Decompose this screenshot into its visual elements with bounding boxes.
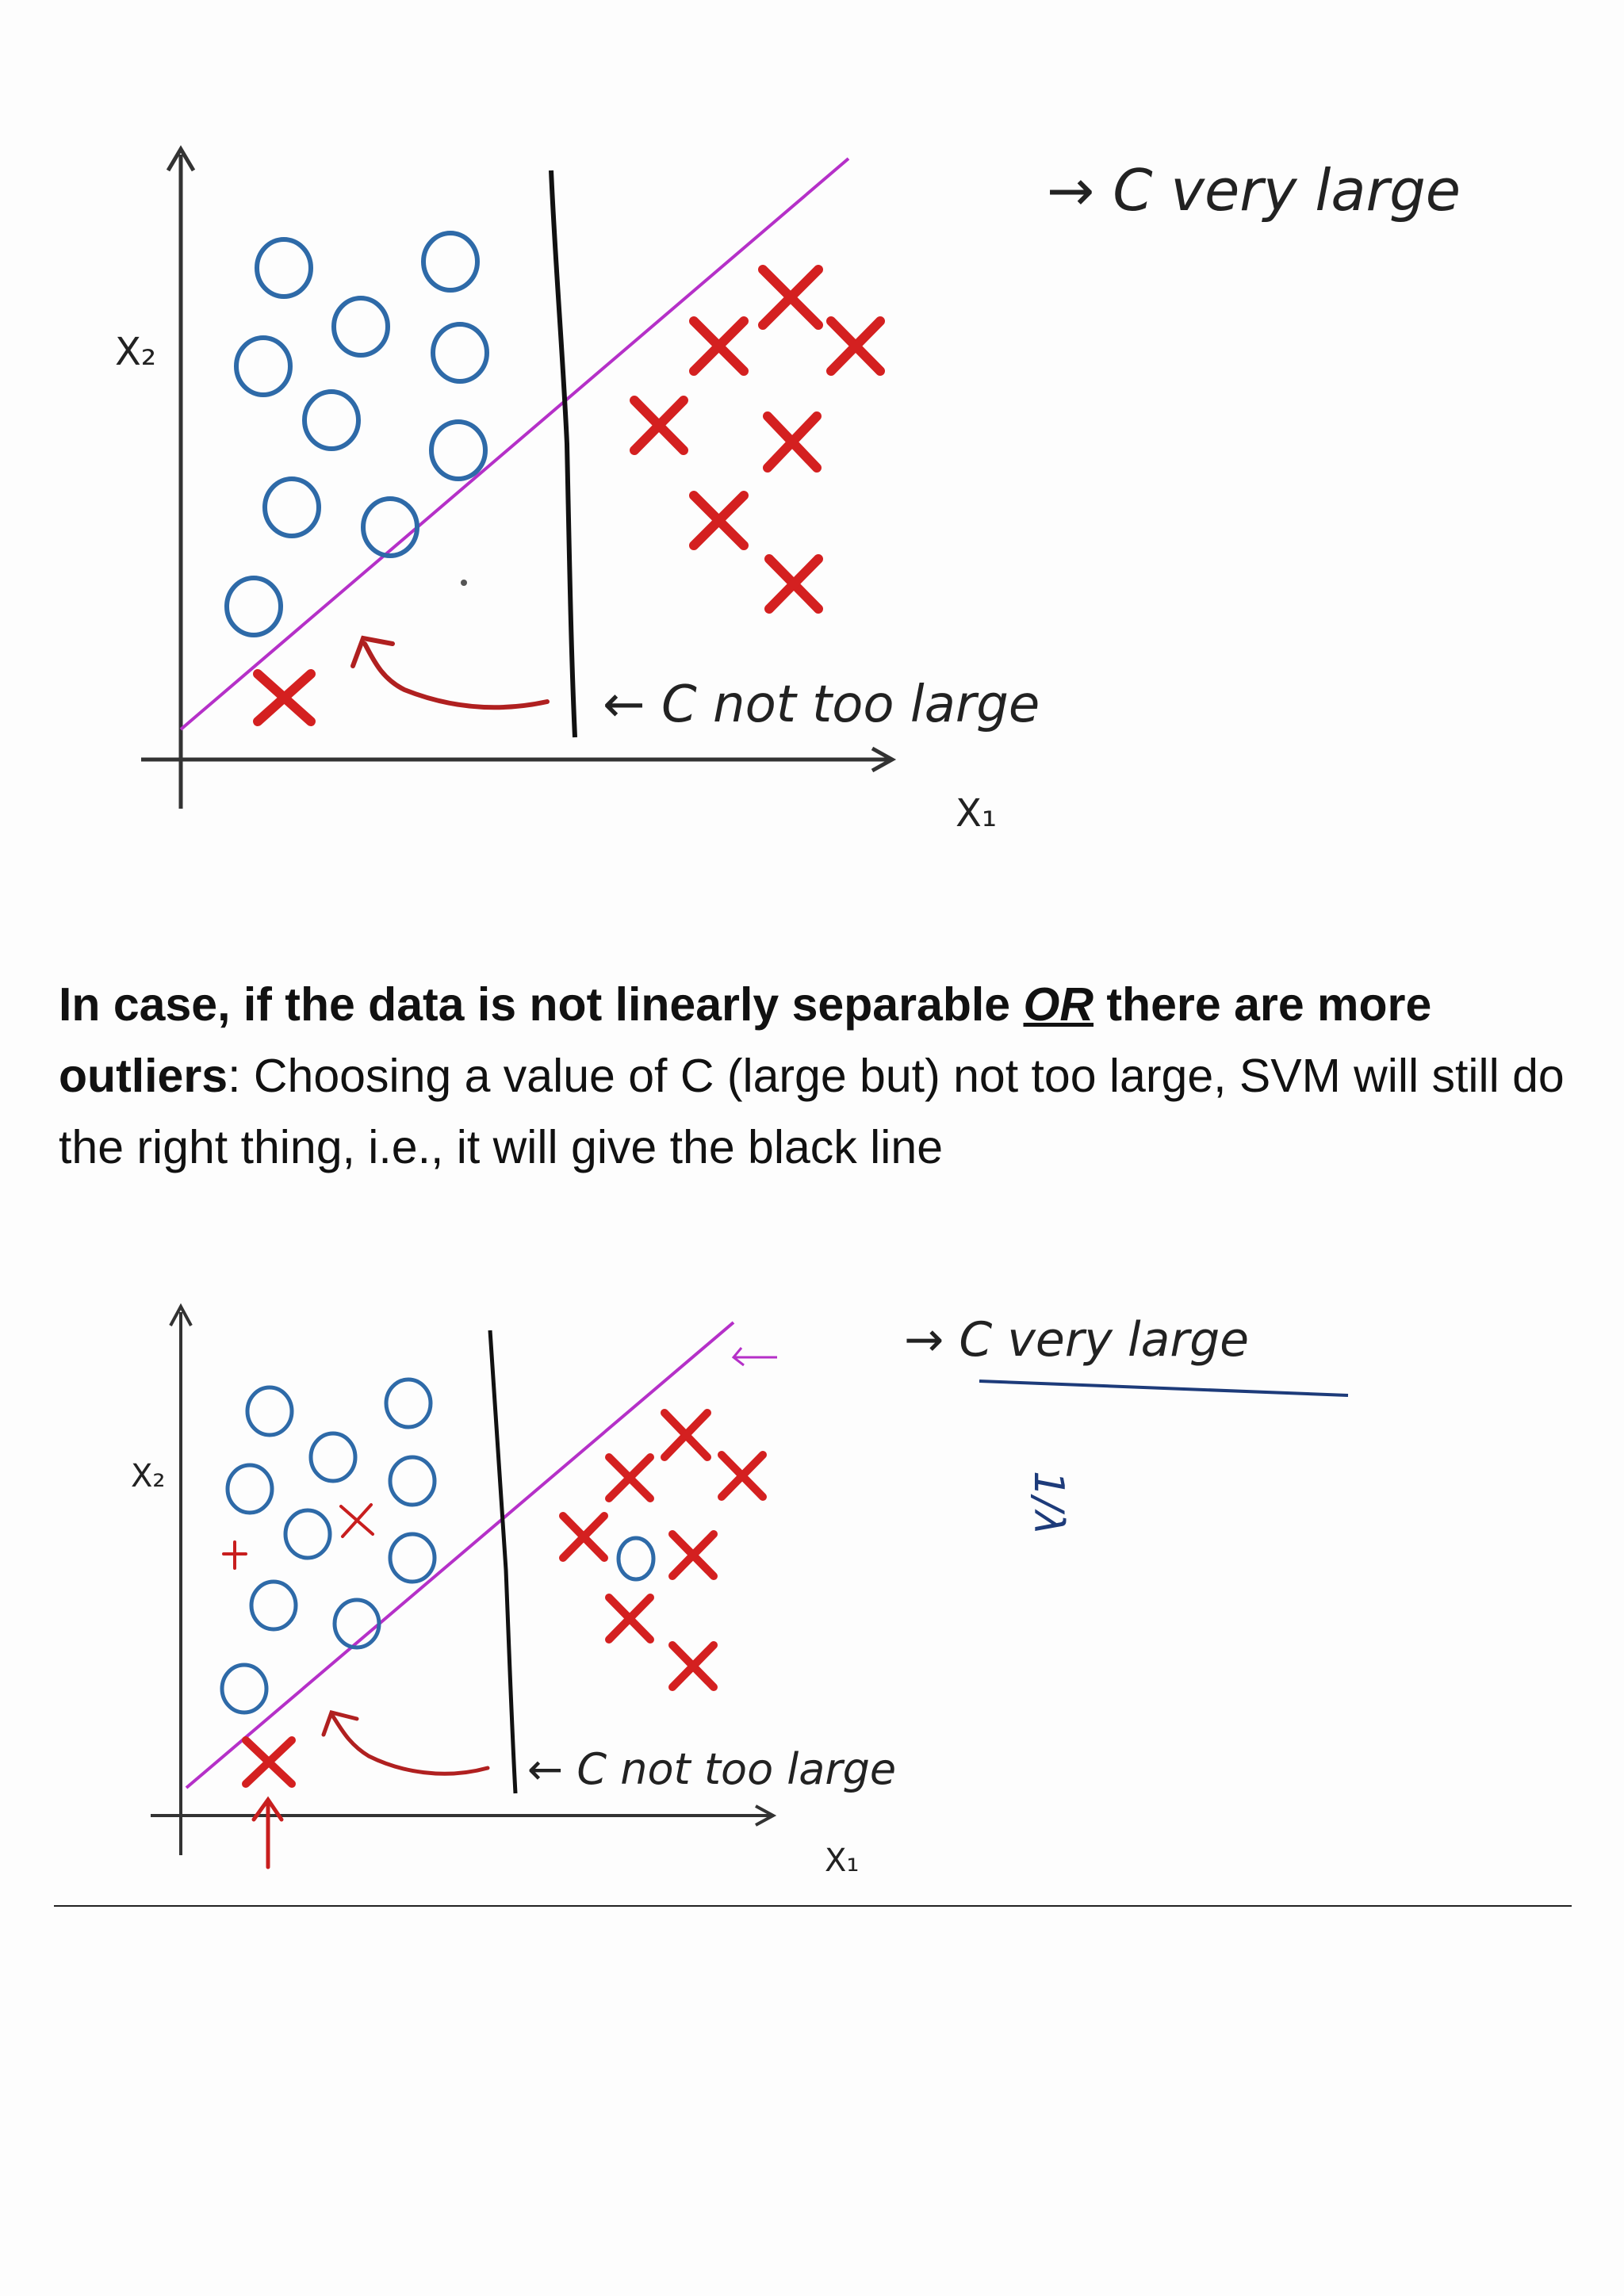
cross-marker	[668, 1530, 718, 1580]
circle-marker	[331, 296, 390, 358]
figure2-c-very-large: → C very large	[904, 1312, 1249, 1368]
circle-marker	[255, 237, 313, 299]
circle-marker	[388, 1455, 437, 1507]
figure1-crosses	[253, 265, 885, 726]
figure1-x2-label: X₂	[115, 330, 156, 374]
circle-marker	[308, 1431, 358, 1483]
figure1-red-arrow	[350, 635, 550, 710]
figure2-circles	[220, 1377, 656, 1715]
cross-marker	[559, 1512, 608, 1562]
cross-marker	[605, 1453, 654, 1502]
circle-marker	[421, 231, 480, 293]
cross-marker	[605, 1594, 654, 1644]
cross-marker	[718, 1451, 767, 1501]
figure2-black-boundary	[488, 1330, 518, 1794]
figure2-magenta-boundary	[185, 1321, 735, 1789]
cross-marker	[764, 554, 823, 614]
circle-marker-outlier	[616, 1536, 656, 1582]
circle-marker	[234, 335, 293, 397]
figure1-circles	[224, 231, 489, 637]
figure2-inverse-lambda: 1/λ	[1025, 1471, 1072, 1535]
figure1-x1-label: X₁	[956, 791, 997, 836]
svm-figure-top: X₂ X₁ → C very large ← C not too la	[115, 145, 1461, 836]
circle-marker	[384, 1377, 433, 1429]
figure2-x2-label: X₂	[131, 1458, 165, 1494]
caption-rest: Choosing a value of C (large but) not to…	[59, 1050, 1565, 1173]
figure2-c-not-too-large: ← C not too large	[527, 1744, 896, 1794]
circle-marker	[332, 1598, 381, 1650]
circle-marker	[361, 496, 419, 558]
cross-marker	[826, 316, 885, 376]
circle-marker	[224, 576, 283, 637]
figure2-magenta-arrow	[731, 1347, 777, 1367]
caption-paragraph: In case, if the data is not linearly sep…	[59, 969, 1565, 1183]
circle-marker	[431, 322, 489, 384]
figure2-up-arrow	[251, 1796, 284, 1869]
circle-marker	[249, 1579, 298, 1632]
cross-marker	[763, 411, 822, 473]
caption-bold-part2: there are more outliers	[59, 978, 1432, 1102]
cross-marker	[668, 1641, 718, 1691]
figure2-x1-label: X₁	[825, 1843, 859, 1879]
figure2-crosses	[242, 1409, 767, 1788]
figure1-dot	[461, 580, 467, 586]
circle-marker	[220, 1663, 269, 1715]
figure2-red-arrow	[321, 1710, 490, 1776]
figure1-c-very-large: → C very large	[1047, 157, 1461, 224]
figure1-black-boundary	[549, 170, 577, 738]
circle-marker	[245, 1385, 294, 1437]
cross-marker	[689, 316, 749, 376]
figure1-c-not-too-large: ← C not too large	[603, 675, 1040, 734]
figure2-thin-crosses	[222, 1503, 374, 1570]
cross-marker-outlier	[253, 669, 316, 726]
caption-or: OR	[1023, 978, 1094, 1031]
figure1-axes	[141, 145, 897, 809]
cross-marker	[758, 265, 823, 330]
circle-marker	[302, 389, 361, 451]
circle-marker	[225, 1463, 274, 1515]
circle-marker	[283, 1508, 332, 1560]
figure2-blue-underline	[979, 1380, 1349, 1397]
circle-marker	[388, 1532, 437, 1584]
circle-marker	[429, 419, 488, 481]
cross-marker	[630, 396, 688, 455]
cross-marker	[689, 491, 749, 550]
cross-marker-outlier	[339, 1503, 374, 1538]
page-divider	[54, 1905, 1572, 1907]
figure1-magenta-boundary	[179, 157, 850, 731]
cross-marker-outlier	[222, 1540, 247, 1570]
cross-marker	[661, 1409, 711, 1461]
svm-figure-bottom: X₂ X₁	[131, 1303, 1349, 1879]
circle-marker	[262, 476, 321, 538]
cross-marker-outlier	[242, 1736, 296, 1788]
caption-colon: :	[228, 1050, 241, 1102]
caption-bold-part1: In case, if the data is not linearly sep…	[59, 978, 1024, 1031]
